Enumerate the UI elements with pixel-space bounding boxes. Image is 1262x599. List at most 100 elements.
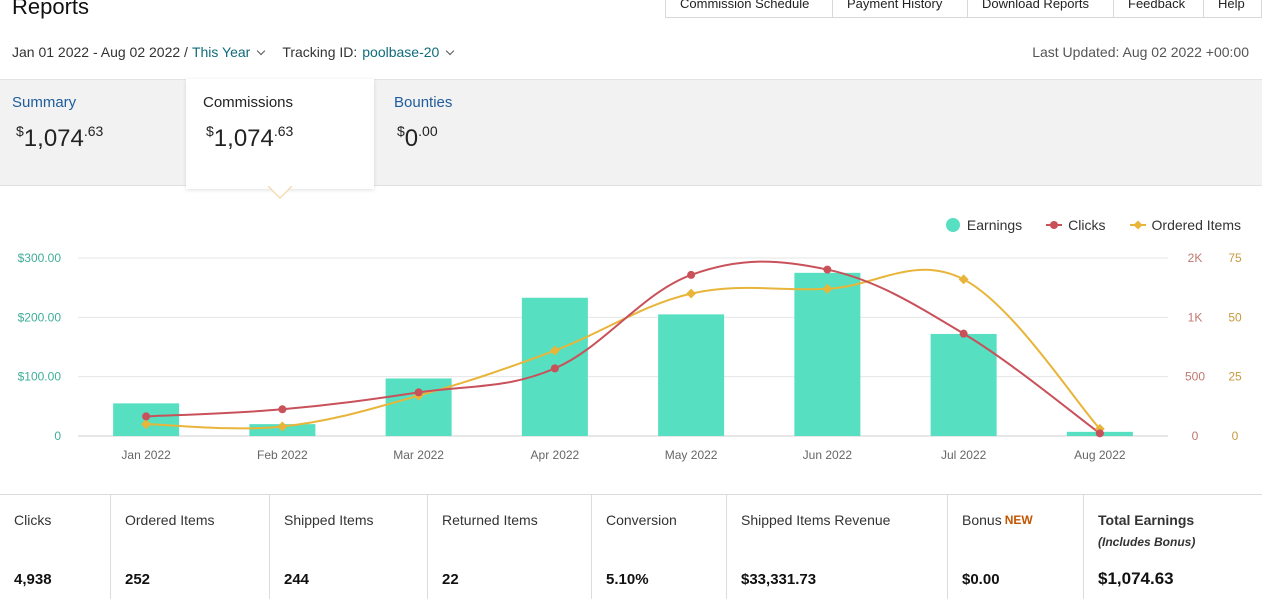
tab-pointer-icon: [268, 186, 292, 199]
download-reports-button[interactable]: Download Reports: [968, 0, 1114, 18]
y-clicks-tick-label: 0: [1192, 429, 1199, 443]
tab-summary[interactable]: Summary $1,074.63: [0, 79, 186, 186]
stat-value: 252: [125, 571, 151, 588]
filter-bar: Jan 01 2022 - Aug 02 2022 / This Year Tr…: [12, 44, 461, 60]
period-dropdown[interactable]: This Year: [191, 44, 251, 60]
stat-label: Returned Items: [442, 512, 538, 528]
y-left-tick-label: 0: [54, 429, 61, 443]
legend-earnings-label: Earnings: [966, 217, 1023, 233]
ordered-items-point: [686, 288, 697, 299]
tab-commissions-value: $1,074.63: [206, 123, 293, 153]
page-title: Reports: [12, 0, 90, 19]
clicks-point: [823, 265, 832, 274]
chart-legend: Earnings Clicks Ordered Items: [922, 217, 1241, 233]
ordered-items-point: [822, 283, 833, 294]
stat-value: $0.00: [962, 571, 1000, 588]
stat-value: $1,074.63: [1098, 569, 1174, 588]
x-tick-label: Apr 2022: [531, 448, 580, 462]
earnings-bar: [794, 272, 861, 436]
stat-label: Clicks: [14, 512, 52, 528]
clicks-point: [959, 329, 968, 338]
amount-cents: .63: [273, 123, 294, 139]
feedback-button[interactable]: Feedback: [1114, 0, 1204, 18]
ordered-items-swatch-icon: [1129, 218, 1146, 232]
stat-value: 4,938: [14, 571, 52, 588]
stat-returned-items: Returned Items 22: [428, 495, 592, 599]
earnings-swatch-icon: [945, 218, 960, 232]
ordered-items-point: [549, 345, 560, 356]
x-tick-label: Mar 2022: [393, 448, 444, 462]
amount-whole: 1,074: [213, 125, 274, 152]
earnings-chart: $300.00 2K 75$200.00 1K 50$100.00 500 250 0 0Jan…: [18, 251, 1242, 462]
clicks-point: [1095, 429, 1104, 438]
x-tick-label: Feb 2022: [257, 448, 308, 462]
stat-label: Total Earnings: [1098, 512, 1195, 528]
legend-earnings[interactable]: Earnings: [945, 217, 1023, 233]
tab-bounties-value: $0.00: [397, 123, 438, 153]
y-left-tick-label: $300.00: [18, 251, 62, 265]
clicks-point: [142, 412, 151, 421]
clicks-point: [550, 364, 559, 373]
tab-summary-label: Summary: [12, 94, 77, 111]
y-items-tick-label: 0: [1232, 429, 1239, 443]
stat-clicks: Clicks 4,938: [0, 495, 111, 599]
stat-label: Shipped Items Revenue: [741, 512, 891, 528]
stat-label: Conversion: [606, 512, 677, 528]
y-left-tick-label: $100.00: [18, 370, 62, 384]
stat-total-earnings: Total Earnings (Includes Bonus) $1,074.6…: [1084, 495, 1262, 599]
new-badge: NEW: [1004, 513, 1033, 527]
y-items-tick-label: 25: [1228, 370, 1242, 384]
chevron-down-icon[interactable]: [446, 46, 455, 55]
amount-cents: .00: [418, 123, 438, 139]
x-tick-label: Jan 2022: [121, 448, 171, 462]
tracking-id-dropdown[interactable]: poolbase-20: [362, 44, 440, 60]
tab-commissions[interactable]: Commissions $1,074.63: [186, 79, 374, 189]
last-updated: Last Updated: Aug 02 2022 +00:00: [1032, 44, 1249, 60]
clicks-swatch-icon: [1046, 218, 1063, 232]
stat-value: 5.10%: [606, 571, 649, 588]
stat-value: 244: [284, 571, 310, 588]
ordered-items-point: [141, 419, 152, 430]
y-left-tick-label: $200.00: [18, 310, 62, 324]
ordered-items-point: [277, 421, 288, 432]
currency-symbol: $: [397, 123, 405, 139]
stat-value: $33,331.73: [741, 571, 817, 588]
y-clicks-tick-label: 500: [1185, 370, 1205, 384]
y-clicks-tick-label: 2K: [1188, 251, 1203, 265]
earnings-bar: [385, 378, 452, 436]
help-button[interactable]: Help: [1204, 0, 1262, 18]
chevron-down-icon[interactable]: [257, 46, 266, 55]
legend-clicks-label: Clicks: [1068, 217, 1106, 233]
x-tick-label: May 2022: [665, 448, 718, 462]
y-clicks-tick-label: 1K: [1188, 310, 1203, 324]
clicks-point: [278, 405, 287, 414]
legend-ordered-items[interactable]: Ordered Items: [1129, 217, 1241, 233]
stat-bonus-label: Bonus: [962, 512, 1002, 528]
earnings-bar: [658, 314, 725, 436]
earnings-bar: [930, 333, 997, 436]
amount-whole: 1,074: [23, 125, 84, 152]
tab-summary-value: $1,074.63: [16, 123, 103, 153]
y-items-tick-label: 75: [1228, 251, 1242, 265]
stat-label: Shipped Items: [284, 512, 374, 528]
commission-schedule-button[interactable]: Commission Schedule: [665, 0, 833, 18]
currency-symbol: $: [16, 123, 24, 139]
ordered-items-point: [958, 274, 969, 285]
top-nav: Commission Schedule Payment History Down…: [665, 0, 1262, 18]
tab-bounties[interactable]: Bounties $0.00: [374, 79, 560, 186]
x-tick-label: Jun 2022: [803, 448, 853, 462]
stat-bonus: Bonus NEW $0.00: [948, 495, 1084, 599]
legend-clicks[interactable]: Clicks: [1046, 217, 1106, 233]
tab-commissions-label: Commissions: [203, 94, 294, 111]
legend-ordered-items-label: Ordered Items: [1151, 217, 1241, 233]
stat-label: Ordered Items: [125, 512, 215, 528]
stat-conversion: Conversion 5.10%: [592, 495, 727, 599]
stat-ordered-items: Ordered Items 252: [111, 495, 270, 599]
payment-history-button[interactable]: Payment History: [833, 0, 968, 18]
amount-whole: 0: [404, 125, 419, 152]
x-tick-label: Aug 2022: [1074, 448, 1126, 462]
stat-label: Bonus NEW: [962, 512, 1033, 528]
stat-shipped-items-revenue: Shipped Items Revenue $33,331.73: [727, 495, 948, 599]
x-tick-label: Jul 2022: [941, 448, 987, 462]
currency-symbol: $: [206, 123, 214, 139]
